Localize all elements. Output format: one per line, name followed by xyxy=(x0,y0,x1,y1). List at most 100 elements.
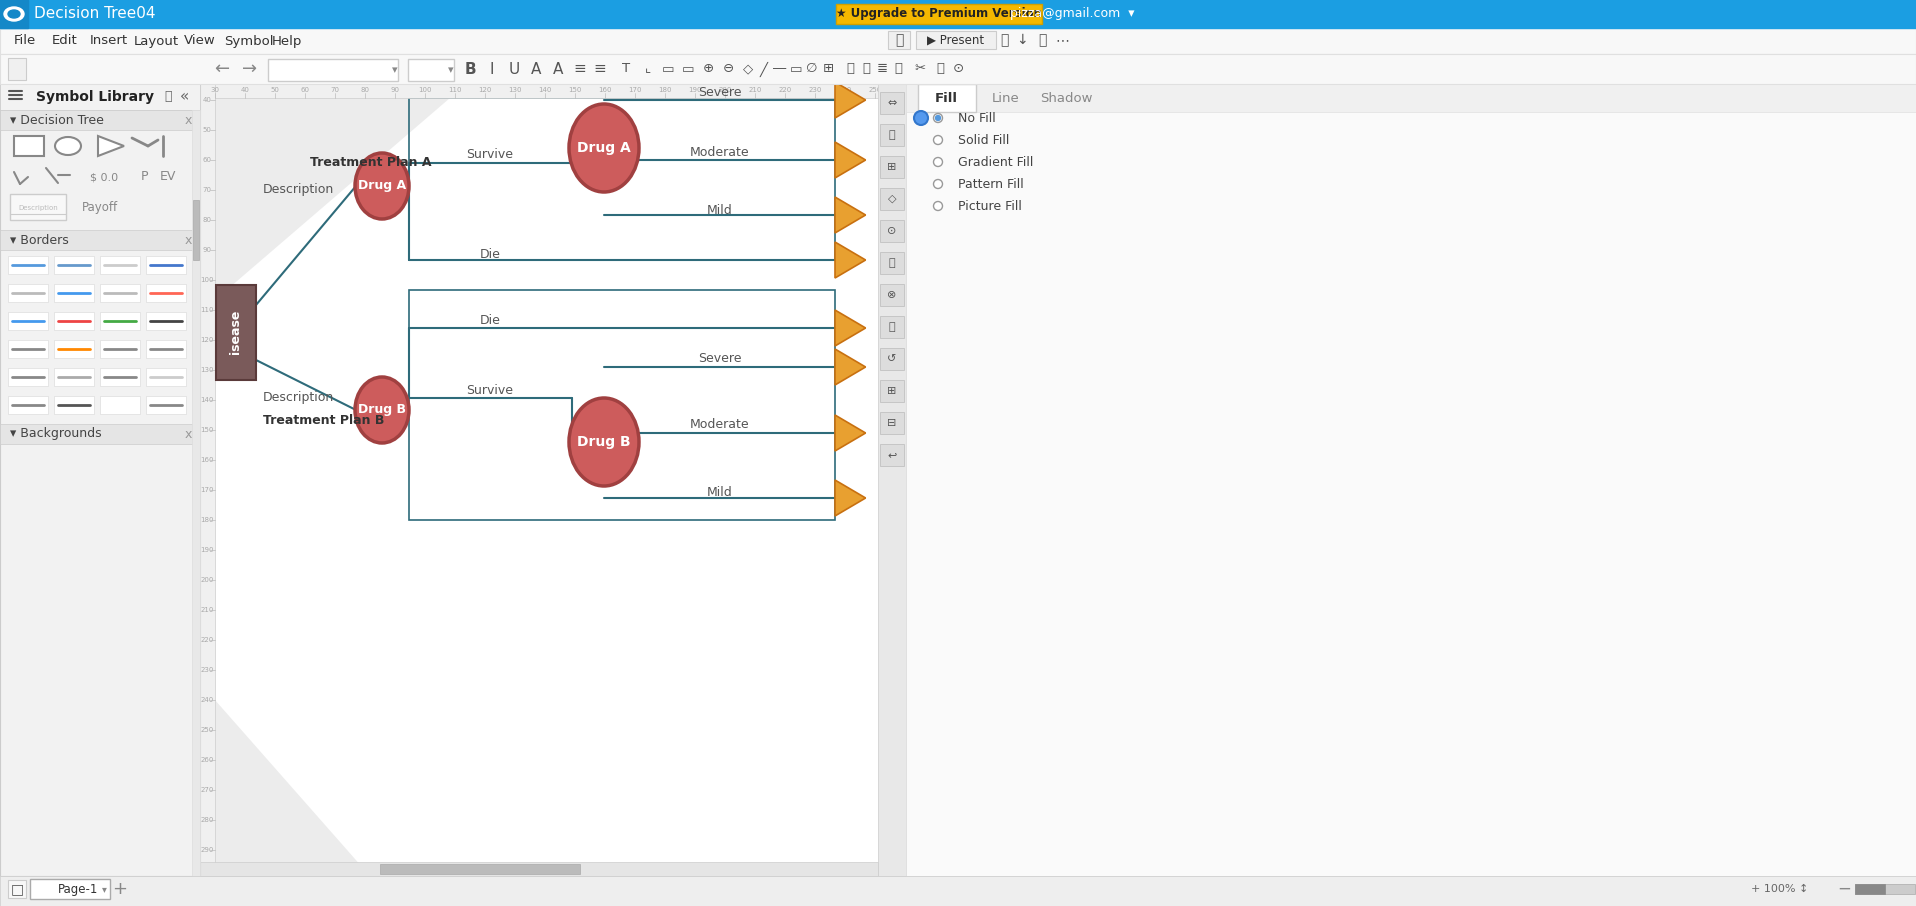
Polygon shape xyxy=(835,242,866,278)
Text: ⎕: ⎕ xyxy=(895,33,902,47)
Text: No Fill: No Fill xyxy=(958,111,996,124)
Bar xyxy=(878,84,906,876)
Text: 50: 50 xyxy=(203,127,211,133)
Text: ⌕: ⌕ xyxy=(862,63,870,75)
Bar xyxy=(906,84,1916,876)
Text: 80: 80 xyxy=(203,217,211,223)
Ellipse shape xyxy=(354,153,408,219)
Text: Picture Fill: Picture Fill xyxy=(958,199,1021,213)
Text: Survive: Survive xyxy=(466,149,513,161)
Bar xyxy=(0,28,1916,54)
Text: ⊕: ⊕ xyxy=(703,63,713,75)
Bar xyxy=(0,84,199,876)
Text: Edit: Edit xyxy=(52,34,79,47)
Text: $ 0.0: $ 0.0 xyxy=(90,172,119,182)
Polygon shape xyxy=(835,480,866,516)
Polygon shape xyxy=(215,700,370,876)
Text: ←: ← xyxy=(215,60,230,78)
Text: A: A xyxy=(531,62,540,76)
Bar xyxy=(54,312,94,330)
Ellipse shape xyxy=(933,179,943,188)
Text: 180: 180 xyxy=(201,517,215,523)
Text: View: View xyxy=(184,34,217,47)
Text: ⌕: ⌕ xyxy=(937,63,945,75)
Bar xyxy=(8,368,48,386)
Text: isease: isease xyxy=(230,310,243,354)
Text: Description: Description xyxy=(17,205,57,211)
Text: 250: 250 xyxy=(868,87,881,93)
Bar xyxy=(835,4,1042,24)
Bar xyxy=(146,284,186,302)
Bar xyxy=(8,396,48,414)
Text: ▾ Decision Tree: ▾ Decision Tree xyxy=(10,113,103,127)
Polygon shape xyxy=(835,310,866,346)
Bar xyxy=(879,188,904,210)
Text: File: File xyxy=(13,34,36,47)
Text: ▾: ▾ xyxy=(393,65,399,75)
Text: +: + xyxy=(113,880,128,898)
Bar xyxy=(199,84,215,876)
Text: 100: 100 xyxy=(418,87,431,93)
Bar xyxy=(100,396,140,414)
Text: ▾: ▾ xyxy=(102,884,107,894)
Text: Gradient Fill: Gradient Fill xyxy=(958,156,1033,169)
Polygon shape xyxy=(835,349,866,385)
Text: −: − xyxy=(1837,880,1851,898)
Text: 60: 60 xyxy=(203,157,211,163)
Text: ▭: ▭ xyxy=(661,63,674,75)
Text: Layout: Layout xyxy=(134,34,178,47)
Ellipse shape xyxy=(56,137,80,155)
Text: 240: 240 xyxy=(839,87,851,93)
Ellipse shape xyxy=(4,7,25,21)
Text: 200: 200 xyxy=(201,577,215,583)
Bar xyxy=(879,348,904,370)
Text: ⊞: ⊞ xyxy=(822,63,833,75)
Text: 240: 240 xyxy=(201,697,213,703)
Text: Fill: Fill xyxy=(935,92,958,104)
Bar xyxy=(879,444,904,466)
Bar xyxy=(408,98,835,260)
Bar xyxy=(54,256,94,274)
Text: 150: 150 xyxy=(201,427,215,433)
Text: ⎙: ⎙ xyxy=(1038,33,1046,47)
Bar xyxy=(31,879,109,899)
Text: Help: Help xyxy=(272,34,303,47)
Bar xyxy=(1855,884,1885,894)
Text: Drug A: Drug A xyxy=(577,141,630,155)
Text: 50: 50 xyxy=(270,87,280,93)
Text: 70: 70 xyxy=(203,187,211,193)
Text: pizza@gmail.com  ▾: pizza@gmail.com ▾ xyxy=(1010,7,1134,21)
Text: Drug A: Drug A xyxy=(358,179,406,192)
Text: 🖼: 🖼 xyxy=(889,322,895,332)
Text: →: → xyxy=(243,60,257,78)
Text: 190: 190 xyxy=(688,87,701,93)
Bar xyxy=(217,285,257,380)
Polygon shape xyxy=(835,82,866,118)
Text: Moderate: Moderate xyxy=(690,418,749,430)
Text: Pattern Fill: Pattern Fill xyxy=(958,178,1023,190)
Ellipse shape xyxy=(933,201,943,210)
Text: ▭: ▭ xyxy=(682,63,694,75)
Text: Survive: Survive xyxy=(466,383,513,397)
Text: 290: 290 xyxy=(201,847,215,853)
Bar xyxy=(10,194,65,220)
Text: ╱: ╱ xyxy=(761,62,768,77)
Bar xyxy=(8,256,48,274)
Ellipse shape xyxy=(569,398,640,486)
Bar xyxy=(879,252,904,274)
Text: Mild: Mild xyxy=(707,204,734,217)
Bar xyxy=(879,156,904,178)
Polygon shape xyxy=(98,136,125,156)
Text: Treatment Plan A: Treatment Plan A xyxy=(310,157,431,169)
Text: 🔍: 🔍 xyxy=(165,91,172,103)
Text: 170: 170 xyxy=(628,87,642,93)
Text: ≡: ≡ xyxy=(573,62,586,76)
Bar xyxy=(199,84,879,98)
Text: ⚿: ⚿ xyxy=(895,63,902,75)
Polygon shape xyxy=(835,415,866,451)
Text: 190: 190 xyxy=(201,547,215,553)
Text: 40: 40 xyxy=(241,87,249,93)
Text: «: « xyxy=(180,90,190,104)
Text: 140: 140 xyxy=(538,87,552,93)
Text: Mild: Mild xyxy=(707,486,734,498)
